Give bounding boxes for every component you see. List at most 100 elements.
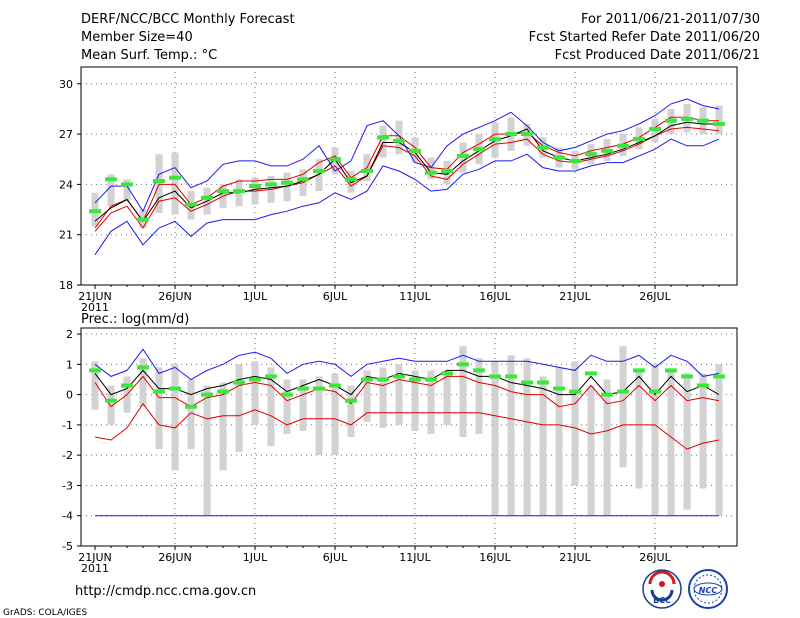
prec-max-line bbox=[94, 348, 720, 381]
prec-ensemble-box-14 bbox=[315, 376, 323, 456]
prec-ensemble-box-9 bbox=[235, 364, 243, 453]
prec-xtick-label-5: 16JUL bbox=[479, 551, 511, 564]
temp-mean-marker-38 bbox=[697, 118, 709, 123]
header-member-size: Member Size=40 bbox=[81, 30, 193, 45]
temp-ensemble-box-21 bbox=[427, 157, 435, 180]
temp-ensemble-box-2 bbox=[123, 179, 131, 202]
temp-mean-marker-10 bbox=[249, 184, 261, 189]
temp-ensemble-box-5 bbox=[171, 152, 179, 215]
prec-mean-marker-27 bbox=[521, 380, 533, 385]
prec-ensemble-box-32 bbox=[603, 379, 611, 516]
prec-plot-frame bbox=[80, 327, 738, 547]
footer-url[interactable]: http://cmdp.ncc.cma.gov.cn bbox=[75, 584, 256, 599]
prec-mean-marker-16 bbox=[345, 398, 357, 403]
prec-ensemble-box-15 bbox=[331, 373, 339, 456]
temp-mean-marker-6 bbox=[185, 202, 197, 207]
prec-mean-marker-17 bbox=[361, 377, 373, 382]
prec-year-label: 2011 bbox=[81, 562, 109, 575]
prec-mean-marker-34 bbox=[633, 368, 645, 373]
prec-mean-marker-9 bbox=[233, 380, 245, 385]
prec-xtick-label-3: 6JUL bbox=[323, 551, 348, 564]
prec-mean-marker-32 bbox=[601, 392, 613, 397]
temp-mean-marker-27 bbox=[521, 132, 533, 137]
prec-xtick-label-2: 1JUL bbox=[243, 551, 268, 564]
temp-max-line bbox=[94, 98, 720, 213]
temp-mean-marker-22 bbox=[441, 168, 453, 173]
prec-ensemble-box-26 bbox=[507, 355, 515, 516]
temp-ensemble-box-19 bbox=[395, 120, 403, 155]
prec-mean-marker-30 bbox=[569, 389, 581, 394]
temp-xtick-label-7: 26JUL bbox=[639, 290, 671, 303]
temp-xtick-label-4: 11JUL bbox=[399, 290, 431, 303]
prec-ensemble-box-31 bbox=[587, 385, 595, 516]
prec-mean-marker-15 bbox=[329, 383, 341, 388]
temp-mean-marker-14 bbox=[313, 168, 325, 173]
prec-ensemble-box-29 bbox=[555, 367, 563, 516]
prec-mean-marker-36 bbox=[665, 368, 677, 373]
prec-control-line bbox=[94, 369, 720, 396]
prec-mean-marker-19 bbox=[393, 374, 405, 379]
header-refer-date: Fcst Started Refer Date 2011/06/20 bbox=[529, 30, 760, 45]
prec-ensemble-box-17 bbox=[363, 370, 371, 422]
prec-ytick-label-3: -2 bbox=[62, 449, 73, 462]
temp-control-line bbox=[94, 121, 719, 223]
temp-mean-marker-23 bbox=[457, 153, 469, 158]
prec-mean-marker-11 bbox=[265, 374, 277, 379]
temp-mean-marker-32 bbox=[601, 148, 613, 153]
prec-mean-marker-14 bbox=[313, 386, 325, 391]
temp-xtick-label-0: 21JUN bbox=[78, 290, 112, 303]
temp-ytick-label-1: 21 bbox=[59, 229, 73, 242]
prec-ensemble-box-27 bbox=[523, 358, 531, 516]
temp-mean-marker-26 bbox=[505, 132, 517, 137]
temp-mean-marker-12 bbox=[281, 180, 293, 185]
prec-mean-marker-0 bbox=[89, 368, 101, 373]
precip-panel-title: Prec.: log(mm/d) bbox=[81, 312, 189, 327]
temp-mean-marker-7 bbox=[201, 195, 213, 200]
temp-mean-marker-39 bbox=[713, 122, 725, 127]
prec-ensemble-box-36 bbox=[667, 370, 675, 516]
temp-mean-marker-19 bbox=[393, 138, 405, 143]
temp-xtick-label-3: 6JUL bbox=[323, 290, 348, 303]
prec-ensemble-box-22 bbox=[443, 370, 451, 425]
prec-ensemble-box-8 bbox=[219, 382, 227, 471]
temp-mean-marker-3 bbox=[137, 217, 149, 222]
prec-ensemble-box-0 bbox=[91, 361, 99, 410]
temp-mean-marker-4 bbox=[153, 179, 165, 184]
temp-ytick-label-3: 27 bbox=[59, 128, 73, 141]
temp-mean-marker-9 bbox=[233, 189, 245, 194]
prec-ensemble-box-20 bbox=[411, 370, 419, 431]
temp-mean-marker-35 bbox=[649, 127, 661, 132]
header-produced-date: Fcst Produced Date 2011/06/21 bbox=[555, 48, 760, 63]
prec-ensemble-box-7 bbox=[203, 385, 211, 516]
bcc-logo-text: BCC bbox=[653, 596, 671, 605]
temp-mean-marker-2 bbox=[121, 182, 133, 187]
prec-ensemble-box-16 bbox=[347, 385, 355, 437]
prec-ytick-label-1: -4 bbox=[62, 510, 73, 523]
prec-mean-marker-5 bbox=[169, 386, 181, 391]
temp-year-label: 2011 bbox=[81, 301, 109, 314]
prec-mean-marker-38 bbox=[697, 383, 709, 388]
prec-ensemble-box-21 bbox=[427, 370, 435, 434]
temp-lower-red-line bbox=[94, 126, 720, 232]
ncc-logo: NCC bbox=[688, 569, 728, 609]
bcc-logo: BCC bbox=[642, 569, 682, 609]
prec-ensemble-box-3 bbox=[139, 358, 147, 407]
prec-ensemble-box-28 bbox=[539, 376, 547, 516]
prec-mean-marker-7 bbox=[201, 392, 213, 397]
prec-ytick-label-7: 2 bbox=[66, 328, 73, 341]
prec-xtick-label-6: 21JUL bbox=[559, 551, 591, 564]
prec-xtick-label-1: 26JUN bbox=[158, 551, 192, 564]
prec-xtick-label-0: 21JUN bbox=[78, 551, 112, 564]
temp-mean-marker-16 bbox=[345, 177, 357, 182]
prec-mean-marker-29 bbox=[553, 386, 565, 391]
ncc-logo-text: NCC bbox=[699, 586, 718, 595]
prec-ensemble-box-24 bbox=[475, 358, 483, 434]
prec-ensemble-box-30 bbox=[571, 361, 579, 486]
prec-lower-red-line bbox=[94, 402, 720, 450]
temp-mean-marker-37 bbox=[681, 116, 693, 121]
temp-mean-marker-8 bbox=[217, 189, 229, 194]
prec-mean-marker-4 bbox=[153, 389, 165, 394]
temp-mean-marker-36 bbox=[665, 118, 677, 123]
prec-ensemble-box-5 bbox=[171, 364, 179, 471]
